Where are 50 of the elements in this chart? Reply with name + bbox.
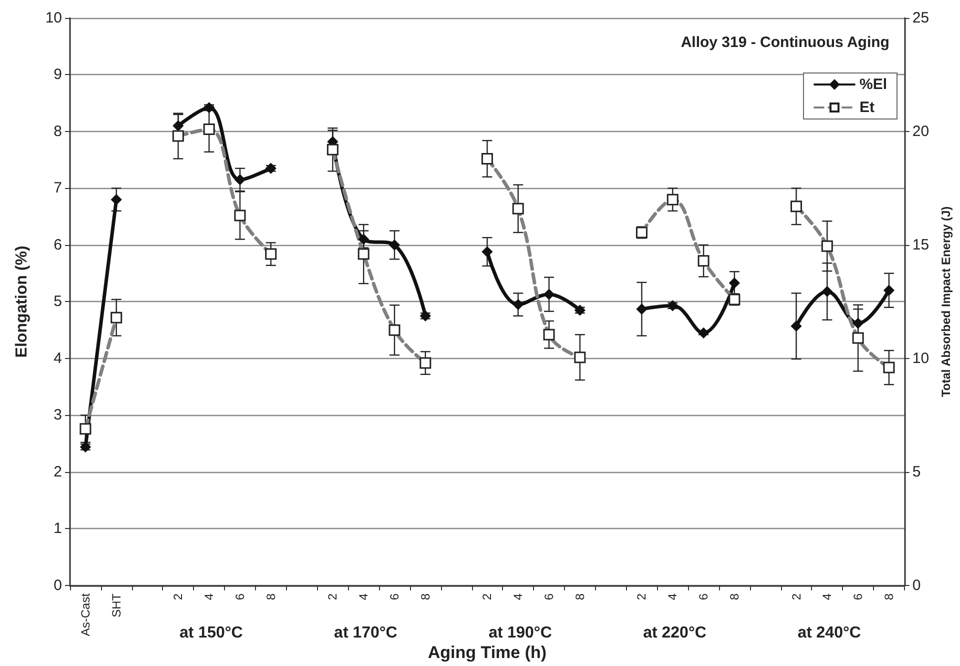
x-tick-label: 6 xyxy=(232,593,247,600)
x-tick-label: SHT xyxy=(109,592,124,618)
x-tick-label: 6 xyxy=(387,593,402,600)
y-tick-label: 7 xyxy=(54,180,62,197)
x-tick-label: 4 xyxy=(511,593,526,600)
text: at 240°C xyxy=(798,624,862,642)
x-tick-label: 8 xyxy=(264,593,278,600)
legend-label: Et xyxy=(859,99,874,116)
x-tick-label: 6 xyxy=(542,593,556,600)
x-tick-label: 2 xyxy=(789,593,804,600)
y-tick-label: 9 xyxy=(54,66,62,84)
y-tick-label: 6 xyxy=(54,236,62,254)
x-tick-label: 4 xyxy=(356,593,371,600)
text: at 170°C xyxy=(334,624,398,642)
x-tick-label: 8 xyxy=(418,593,432,600)
y2-tick-label: 20 xyxy=(912,122,930,140)
y2-tick-label: 0 xyxy=(912,576,921,594)
text: at 150°C xyxy=(180,624,244,642)
y-tick-label: 4 xyxy=(54,350,62,367)
y2-axis-title: Total Absorbed Impact Energy (J) xyxy=(939,206,953,398)
y-tick-label: 1 xyxy=(54,520,62,538)
x-tick-label: 2 xyxy=(326,593,340,600)
x-tick-label: 2 xyxy=(634,593,649,600)
x-tick-label: 6 xyxy=(851,593,866,600)
x-tick-label: 4 xyxy=(202,593,216,600)
x-tick-label: 8 xyxy=(572,593,587,600)
y-axis-title: Elongation (%) xyxy=(14,246,30,358)
y-tick-label: 5 xyxy=(54,293,62,310)
y-tick-label: 0 xyxy=(54,576,62,594)
y2-tick-label: 25 xyxy=(912,10,930,26)
y-tick-label: 2 xyxy=(54,463,62,480)
x-tick-label: 6 xyxy=(696,593,711,600)
x-tick-label: 2 xyxy=(171,593,186,600)
y2-tick-label: 10 xyxy=(912,350,930,367)
x-tick-label: 4 xyxy=(820,593,834,600)
y-tick-label: 10 xyxy=(45,10,62,26)
x-tick-label: 4 xyxy=(666,593,680,600)
y2-tick-label: 15 xyxy=(912,236,930,254)
legend-label: %El xyxy=(859,76,888,93)
x-tick-label: 8 xyxy=(727,593,742,600)
text: Alloy 319 - Continuous Aging xyxy=(680,34,890,51)
x-axis-title: Aging Time (h) xyxy=(428,643,547,662)
text: at 220°C xyxy=(643,624,707,642)
x-tick-label: 2 xyxy=(480,593,494,600)
text: at 190°C xyxy=(488,624,552,642)
y-tick-label: 3 xyxy=(54,406,62,424)
x-tick-label: 8 xyxy=(882,593,896,600)
x-tick-label: As-Cast xyxy=(78,592,92,636)
y2-tick-label: 5 xyxy=(912,463,921,480)
y-tick-label: 8 xyxy=(54,122,62,140)
